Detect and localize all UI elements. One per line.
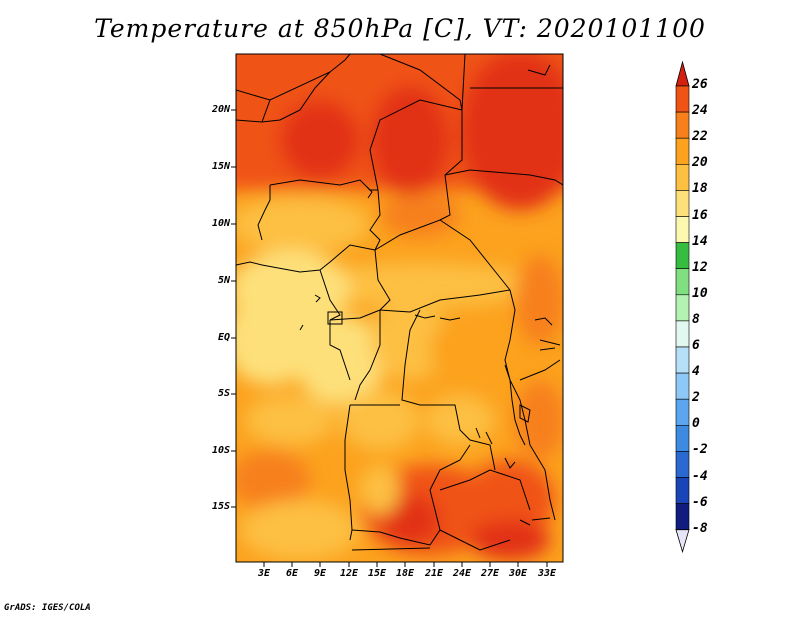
lon-label: 9E — [313, 568, 327, 579]
colorbar-label: -6 — [692, 494, 708, 510]
lat-ticks — [231, 109, 236, 508]
colorbar-label: 12 — [692, 259, 708, 275]
colorbar-label: 26 — [692, 77, 708, 92]
colorbar-segment — [675, 320, 690, 348]
lon-label: 30E — [508, 568, 528, 579]
colorbar-label: 14 — [692, 233, 708, 249]
country-borders — [236, 54, 563, 551]
colorbar-segment — [675, 372, 690, 400]
colorbar-under-arrow — [675, 529, 690, 554]
colorbar-segment — [675, 216, 690, 243]
lat-label: 15S — [211, 501, 230, 512]
colorbar-segment — [675, 268, 690, 296]
colorbar-label: 10 — [692, 285, 708, 301]
credit-text: GrADS: IGES/COLA — [4, 603, 91, 613]
colorbar-over-arrow — [675, 60, 690, 87]
colorbar-label: 20 — [692, 155, 708, 171]
colorbar-label: -8 — [692, 520, 708, 536]
colorbar-segment — [675, 398, 690, 426]
colorbar-label: -2 — [692, 442, 708, 458]
lon-label: 33E — [537, 568, 557, 579]
colorbar-segment — [675, 85, 690, 113]
lon-label: 3E — [257, 568, 271, 579]
lat-label: 10S — [211, 445, 230, 456]
colorbar-segment — [675, 477, 690, 504]
colorbar-label: 4 — [692, 364, 700, 380]
lat-label: 15N — [211, 161, 230, 172]
lat-label: EQ — [217, 332, 230, 343]
colorbar-segment — [675, 424, 690, 452]
lon-label: 6E — [285, 568, 299, 579]
temperature-field — [236, 54, 563, 562]
lon-label: 15E — [367, 568, 387, 579]
colorbar-label: 24 — [692, 103, 708, 119]
colorbar-label: 2 — [692, 390, 700, 406]
colorbar-segment — [675, 190, 690, 217]
lon-ticks — [263, 562, 548, 567]
lon-label: 24E — [452, 568, 472, 579]
lon-label: 21E — [424, 568, 444, 579]
colorbar-label: 22 — [692, 129, 708, 145]
colorbar-segment — [675, 346, 690, 374]
colorbar-segment — [675, 294, 690, 322]
colorbar-label: 0 — [692, 416, 700, 432]
lon-label: 27E — [480, 568, 500, 579]
colorbar — [675, 60, 690, 554]
colorbar-segment — [675, 451, 690, 478]
colorbar-segment — [675, 242, 690, 270]
lon-label: 12E — [339, 568, 359, 579]
colorbar-segment — [675, 137, 690, 165]
lat-label: 5S — [217, 388, 230, 399]
colorbar-label: 18 — [692, 181, 708, 197]
lat-label: 20N — [211, 104, 230, 115]
lat-label: 10N — [211, 218, 230, 229]
colorbar-segment — [675, 164, 690, 191]
colorbar-label: -4 — [692, 468, 708, 484]
lat-label: 5N — [217, 275, 230, 286]
colorbar-segment — [675, 503, 690, 531]
colorbar-label: 6 — [692, 338, 700, 353]
chart-title: Temperature at 850hPa [C], VT: 202010110… — [94, 14, 706, 43]
colorbar-segment — [675, 111, 690, 139]
colorbar-label: 8 — [692, 311, 700, 327]
colorbar-label: 16 — [692, 207, 708, 223]
map-frame — [235, 53, 564, 563]
lon-label: 18E — [395, 568, 415, 579]
